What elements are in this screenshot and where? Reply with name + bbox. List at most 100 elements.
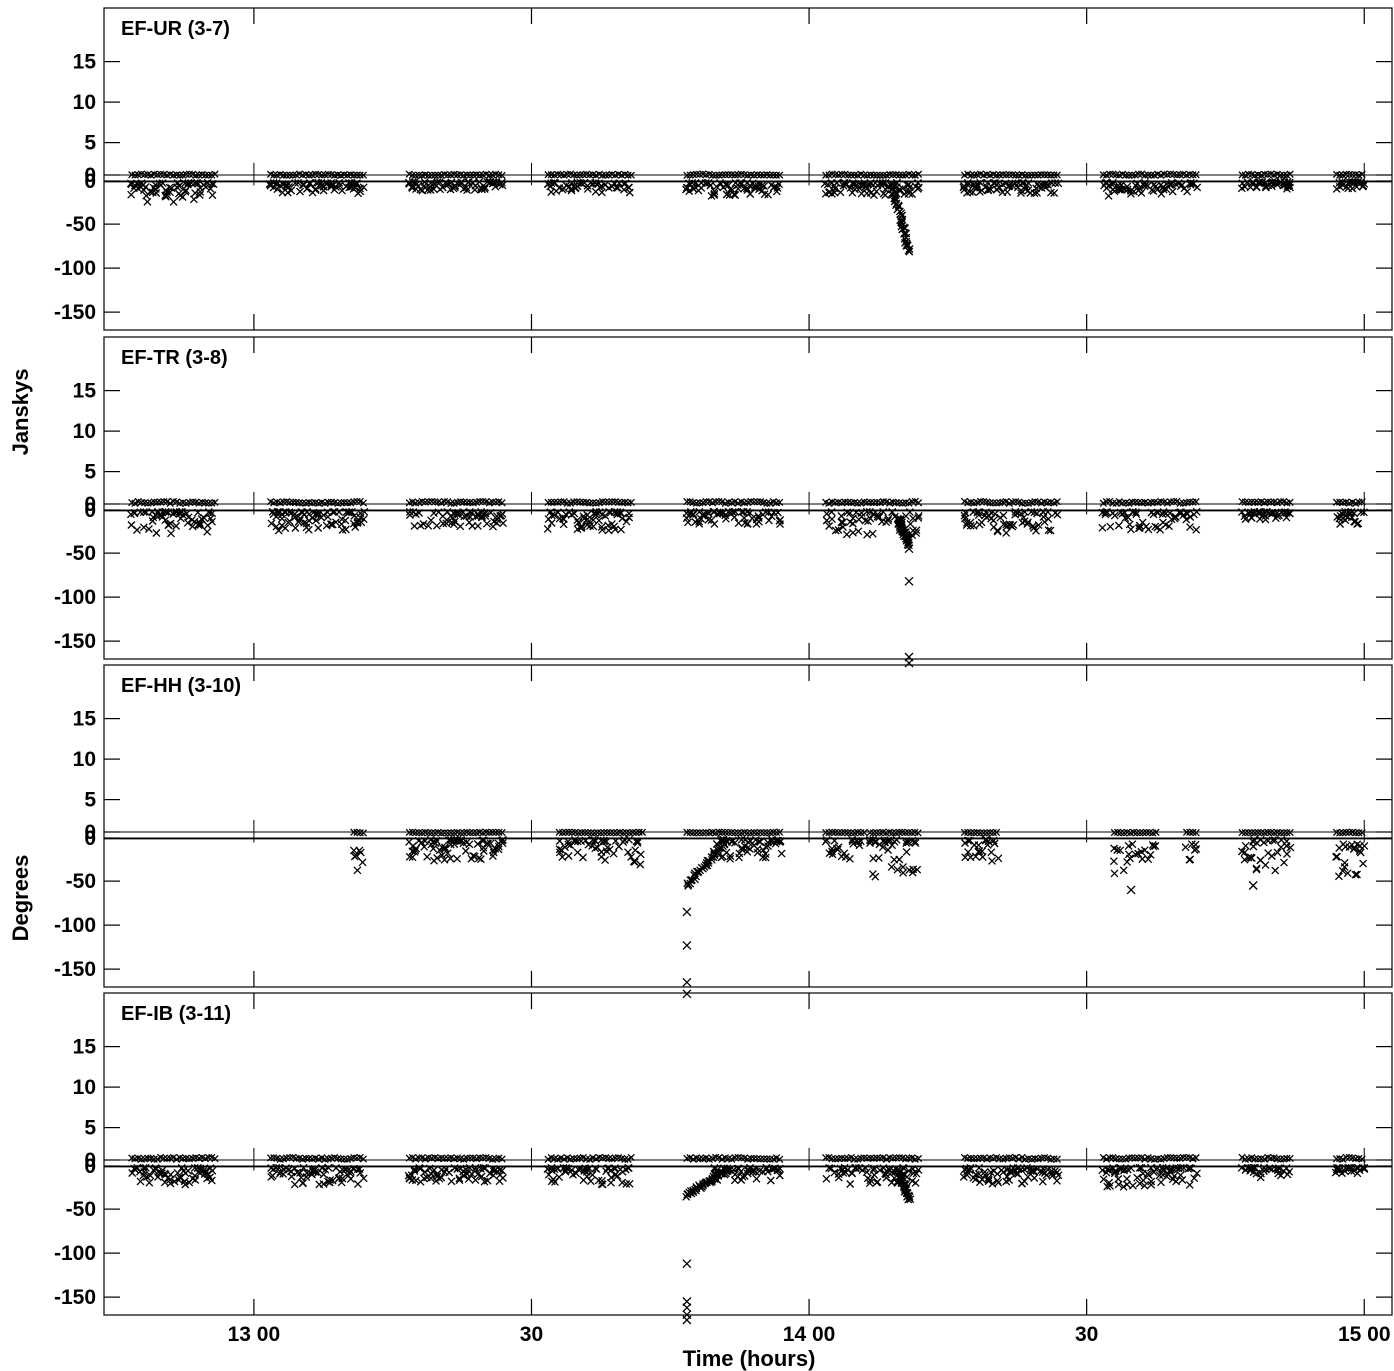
phase-point <box>1020 1177 1029 1186</box>
phase-point <box>1170 1172 1179 1181</box>
phase-point <box>622 1179 631 1188</box>
phase-point <box>1241 841 1250 850</box>
amp-point <box>1358 828 1366 837</box>
amp-point <box>1147 171 1155 179</box>
phase-point <box>777 849 786 858</box>
phase-point <box>352 179 361 188</box>
phase-point <box>473 840 482 848</box>
amp-point <box>1192 828 1200 837</box>
phase-point <box>424 521 433 530</box>
phase-point <box>1165 522 1173 531</box>
phase-point <box>547 519 556 527</box>
phase-point <box>631 846 640 855</box>
phase-point <box>872 187 881 196</box>
phase-outlier <box>682 1315 692 1325</box>
phase-point <box>1043 507 1052 516</box>
phase-point <box>1186 178 1195 187</box>
phase-point <box>887 862 896 871</box>
phase-point <box>141 1163 150 1172</box>
phase-point <box>1126 854 1134 863</box>
phase-point <box>846 1180 855 1188</box>
phase-outlier <box>682 1303 692 1313</box>
phase-point <box>443 849 452 858</box>
phase-point <box>822 1174 831 1183</box>
phase-point <box>499 835 507 844</box>
phase-point <box>498 1166 506 1175</box>
phase-point <box>1261 515 1270 524</box>
phase-point <box>478 836 487 845</box>
phase-point <box>356 509 365 518</box>
phase-point <box>337 1178 346 1187</box>
y-tick-label: 5 <box>84 461 96 484</box>
phase-point <box>1351 870 1360 879</box>
amp-point <box>581 828 589 837</box>
phase-point <box>167 529 175 538</box>
amp-point <box>1144 171 1152 179</box>
phase-point <box>437 1173 446 1182</box>
phase-point <box>868 529 877 538</box>
phase-point <box>1193 183 1202 192</box>
phase-point <box>848 1169 857 1178</box>
amp-point <box>1118 499 1127 507</box>
phase-point <box>473 521 482 530</box>
panel-frame <box>103 336 1393 660</box>
phase-point <box>311 1168 320 1177</box>
phase-point <box>499 519 508 528</box>
phase-point <box>1044 526 1053 535</box>
amp-point <box>986 499 994 507</box>
phase-point <box>157 511 166 520</box>
phase-point <box>758 186 767 195</box>
phase-point <box>911 1178 920 1187</box>
phase-point <box>174 1176 183 1184</box>
amp-point <box>547 498 555 506</box>
phase-point <box>139 523 148 532</box>
phase-point <box>609 849 618 858</box>
phase-point <box>612 183 621 192</box>
amp-point <box>428 829 436 837</box>
amp-point <box>153 498 162 506</box>
phase-point <box>909 1169 918 1178</box>
phase-point <box>1192 525 1201 534</box>
phase-point <box>312 516 321 525</box>
phase-point <box>438 851 447 860</box>
phase-point <box>988 856 996 865</box>
phase-point <box>583 511 592 519</box>
amp-point <box>1012 171 1020 179</box>
phase-point <box>1185 1163 1194 1172</box>
amp-point <box>440 829 449 837</box>
phase-point <box>446 854 455 863</box>
phase-track-point <box>905 245 914 253</box>
phase-point <box>689 510 697 519</box>
phase-point <box>627 852 636 861</box>
phase-point <box>1150 180 1159 189</box>
phase-point <box>209 180 218 189</box>
phase-point <box>974 1169 983 1178</box>
phase-point <box>866 514 875 523</box>
phase-point <box>706 181 715 190</box>
amp-point <box>992 828 1001 837</box>
amp-point <box>359 499 368 507</box>
phase-point <box>1114 1180 1123 1189</box>
phase-point <box>983 185 992 194</box>
phase-point <box>1116 846 1125 855</box>
y-tick-label: 10 <box>73 420 96 443</box>
phase-point <box>166 188 174 197</box>
phase-point <box>1113 846 1122 854</box>
phase-point <box>567 186 576 195</box>
phase-point <box>1271 866 1280 875</box>
phase-point <box>1030 189 1039 198</box>
phase-point <box>743 186 752 195</box>
phase-point <box>1140 1181 1149 1190</box>
phase-point <box>1114 181 1123 190</box>
phase-point <box>966 1163 975 1172</box>
phase-point <box>201 182 210 191</box>
phase-point <box>327 181 336 189</box>
phase-point <box>1138 855 1147 863</box>
phase-point <box>592 508 601 517</box>
phase-point <box>1282 837 1291 846</box>
xlabel: Time (hours) <box>683 1346 816 1371</box>
amp-point <box>828 828 836 836</box>
amp-point <box>838 170 846 178</box>
phase-point <box>764 190 773 199</box>
phase-point <box>620 185 628 194</box>
